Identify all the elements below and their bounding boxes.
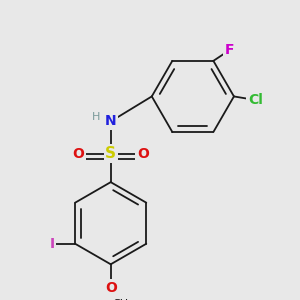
Text: N: N bbox=[105, 114, 116, 128]
Text: CH₃: CH₃ bbox=[113, 298, 134, 300]
Text: O: O bbox=[73, 147, 85, 160]
Text: H: H bbox=[92, 112, 100, 122]
Text: S: S bbox=[105, 146, 116, 161]
Text: Cl: Cl bbox=[248, 93, 263, 107]
Text: I: I bbox=[50, 237, 55, 251]
Text: O: O bbox=[105, 280, 117, 295]
Text: O: O bbox=[137, 147, 149, 160]
Text: F: F bbox=[225, 43, 234, 57]
